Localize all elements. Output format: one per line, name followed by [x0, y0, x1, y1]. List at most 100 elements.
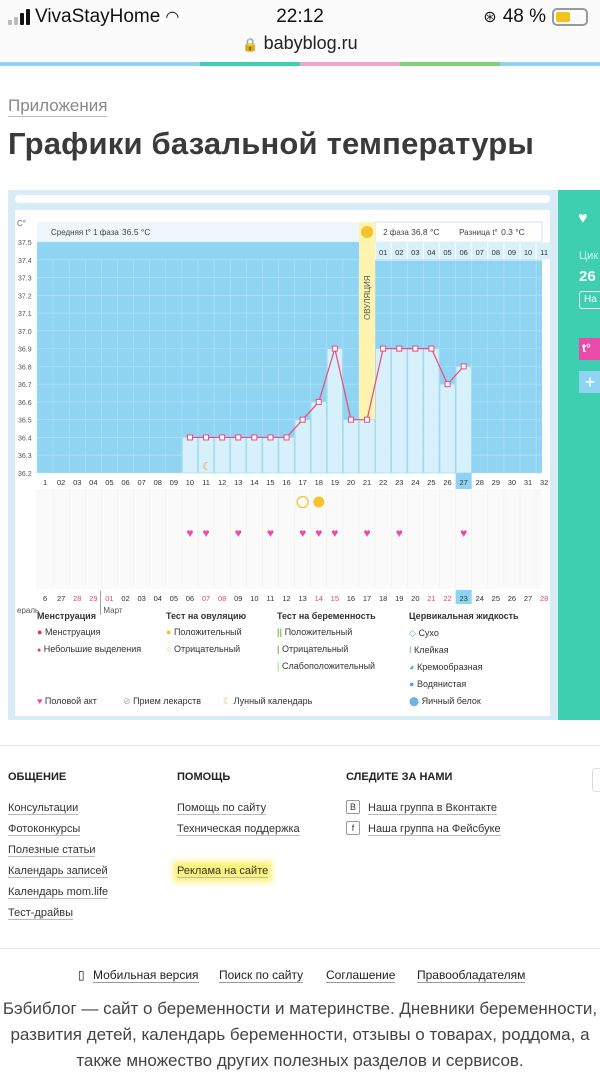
footer-link[interactable]: Консультации: [8, 802, 79, 815]
date-label: 26: [508, 594, 516, 603]
cycle-day-label: 19: [331, 478, 339, 487]
legend-menstr-head: Менструация: [37, 611, 96, 621]
month-label: Март: [103, 606, 122, 615]
breadcrumb[interactable]: Приложения: [8, 96, 108, 117]
cycle-day-label: 11: [202, 478, 210, 487]
y-tick-label: 36.4: [18, 435, 32, 442]
phone-icon: ▯: [78, 968, 85, 982]
side-button[interactable]: На: [579, 291, 600, 309]
temp-bar: [439, 383, 456, 474]
ovulation-label: ОВУЛЯЦИЯ: [363, 275, 372, 320]
add-temperature-button[interactable]: t°: [579, 338, 600, 360]
date-label: 06: [186, 594, 194, 603]
side-cycle-number: 26: [579, 268, 596, 285]
temp-bar: [310, 401, 327, 474]
ovtest-positive-icon: ●: [166, 627, 172, 637]
y-tick-label: 37.3: [18, 276, 32, 283]
y-tick-label: 36.2: [18, 471, 32, 478]
copyright-link[interactable]: Правообладателям: [417, 968, 526, 983]
date-label: 17: [363, 594, 371, 603]
preg-positive-icon: ||: [277, 627, 283, 637]
date-label: 13: [298, 594, 306, 603]
footer-link[interactable]: Полезные статьи: [8, 844, 96, 857]
ovtest-negative-icon: [296, 495, 309, 509]
rotation-lock-icon: ⊛: [483, 9, 497, 26]
phase2-day-label: 10: [524, 248, 532, 257]
cycle-day-label: 16: [282, 478, 290, 487]
month-label: ераль: [17, 606, 39, 615]
footer-link[interactable]: Техническая поддержка: [177, 823, 300, 836]
footer-link-ads[interactable]: Реклама на сайте: [177, 865, 269, 878]
lock-icon: 🔒: [242, 37, 259, 52]
footer-col-community: ОБЩЕНИЕ Консультации Фотоконкурсы Полезн…: [8, 771, 109, 924]
footer-link[interactable]: Помощь по сайту: [177, 802, 267, 815]
footer-heading: СЛЕДИТЕ ЗА НАМИ: [346, 771, 453, 783]
y-tick-label: 36.6: [18, 400, 32, 407]
y-tick-label: 36.7: [18, 382, 32, 389]
preg-negative-icon: |: [277, 644, 280, 654]
site-color-bar: [0, 62, 600, 66]
vk-link[interactable]: Наша группа в Вконтакте: [368, 802, 498, 815]
date-label: 22: [443, 594, 451, 603]
heart-icon: ♥: [235, 526, 242, 540]
facebook-link[interactable]: Наша группа на Фейсбуке: [368, 823, 501, 836]
moon-icon: ☾: [202, 461, 212, 473]
footer-link[interactable]: Календарь mom.life: [8, 886, 109, 899]
phase2-value: 36.8 °C: [411, 227, 439, 237]
temp-point: [235, 434, 242, 441]
scroll-track[interactable]: [15, 195, 550, 203]
chart-legend: Менструация ● Менструация ● Небольшие вы…: [37, 611, 519, 706]
cycle-day-label: 07: [137, 478, 145, 487]
temp-point: [315, 398, 322, 405]
heart-legend-icon: ♥: [37, 696, 43, 706]
clock: 22:12: [276, 6, 324, 27]
egg-white-icon: ⬤: [409, 696, 420, 706]
y-tick-label: 36.5: [18, 418, 32, 425]
agreement-link[interactable]: Соглашение: [326, 968, 396, 983]
footer-link[interactable]: Фотоконкурсы: [8, 823, 81, 836]
creamy-icon: ◕: [409, 662, 415, 672]
footer-link[interactable]: Календарь записей: [8, 865, 108, 878]
cycle-day-label: 04: [89, 478, 97, 487]
heart-icon: ♥: [363, 526, 370, 540]
date-label: 04: [154, 594, 162, 603]
site-search-link[interactable]: Поиск по сайту: [219, 968, 304, 983]
cycle-day-label: 25: [427, 478, 435, 487]
phase2-day-label: 11: [540, 248, 548, 257]
add-button[interactable]: +: [579, 371, 600, 393]
temp-bar: [230, 437, 247, 474]
cycle-day-label: 28: [476, 478, 484, 487]
temp-point: [203, 434, 210, 441]
cycle-day-label: 31: [524, 478, 532, 487]
heart-icon: ♥: [460, 526, 467, 540]
date-label: 02: [121, 594, 129, 603]
footer-col-help: ПОМОЩЬ Помощь по сайту Техническая подде…: [177, 771, 300, 882]
url-text: babyblog.ru: [263, 33, 358, 53]
temp-bar: [294, 419, 311, 474]
footer-heading: ОБЩЕНИЕ: [8, 771, 67, 783]
date-label: 24: [476, 594, 484, 603]
temp-bar: [407, 348, 424, 474]
cycle-day-label: 02: [57, 478, 65, 487]
temp-bar: [391, 348, 408, 474]
temp-bar: [375, 348, 391, 474]
mobile-version-link[interactable]: Мобильная версия: [93, 968, 199, 983]
date-label: 29: [89, 594, 97, 603]
unit-label: C°: [17, 219, 26, 228]
moon-icon: ☾: [223, 696, 232, 706]
cycle-day-label: 22: [379, 478, 387, 487]
heart-icon[interactable]: ♥: [578, 210, 588, 227]
cycle-day-label: 10: [186, 478, 194, 487]
temp-bar: [278, 437, 295, 474]
address-bar[interactable]: 🔒 babyblog.ru: [0, 33, 600, 54]
footer-link[interactable]: Тест-драйвы: [8, 907, 73, 920]
phase2-day-label: 03: [411, 248, 419, 257]
heart-icon: ♥: [315, 526, 322, 540]
cycle-day-label: 18: [315, 478, 323, 487]
y-tick-label: 37.1: [18, 311, 32, 318]
site-description: Бэбиблог — сайт о беременности и материн…: [2, 999, 598, 1070]
phase2-day-label: 09: [508, 248, 516, 257]
cycle-day-label: 24: [411, 478, 419, 487]
cycle-day-label: 21: [363, 478, 371, 487]
cycle-day-label: 05: [105, 478, 113, 487]
